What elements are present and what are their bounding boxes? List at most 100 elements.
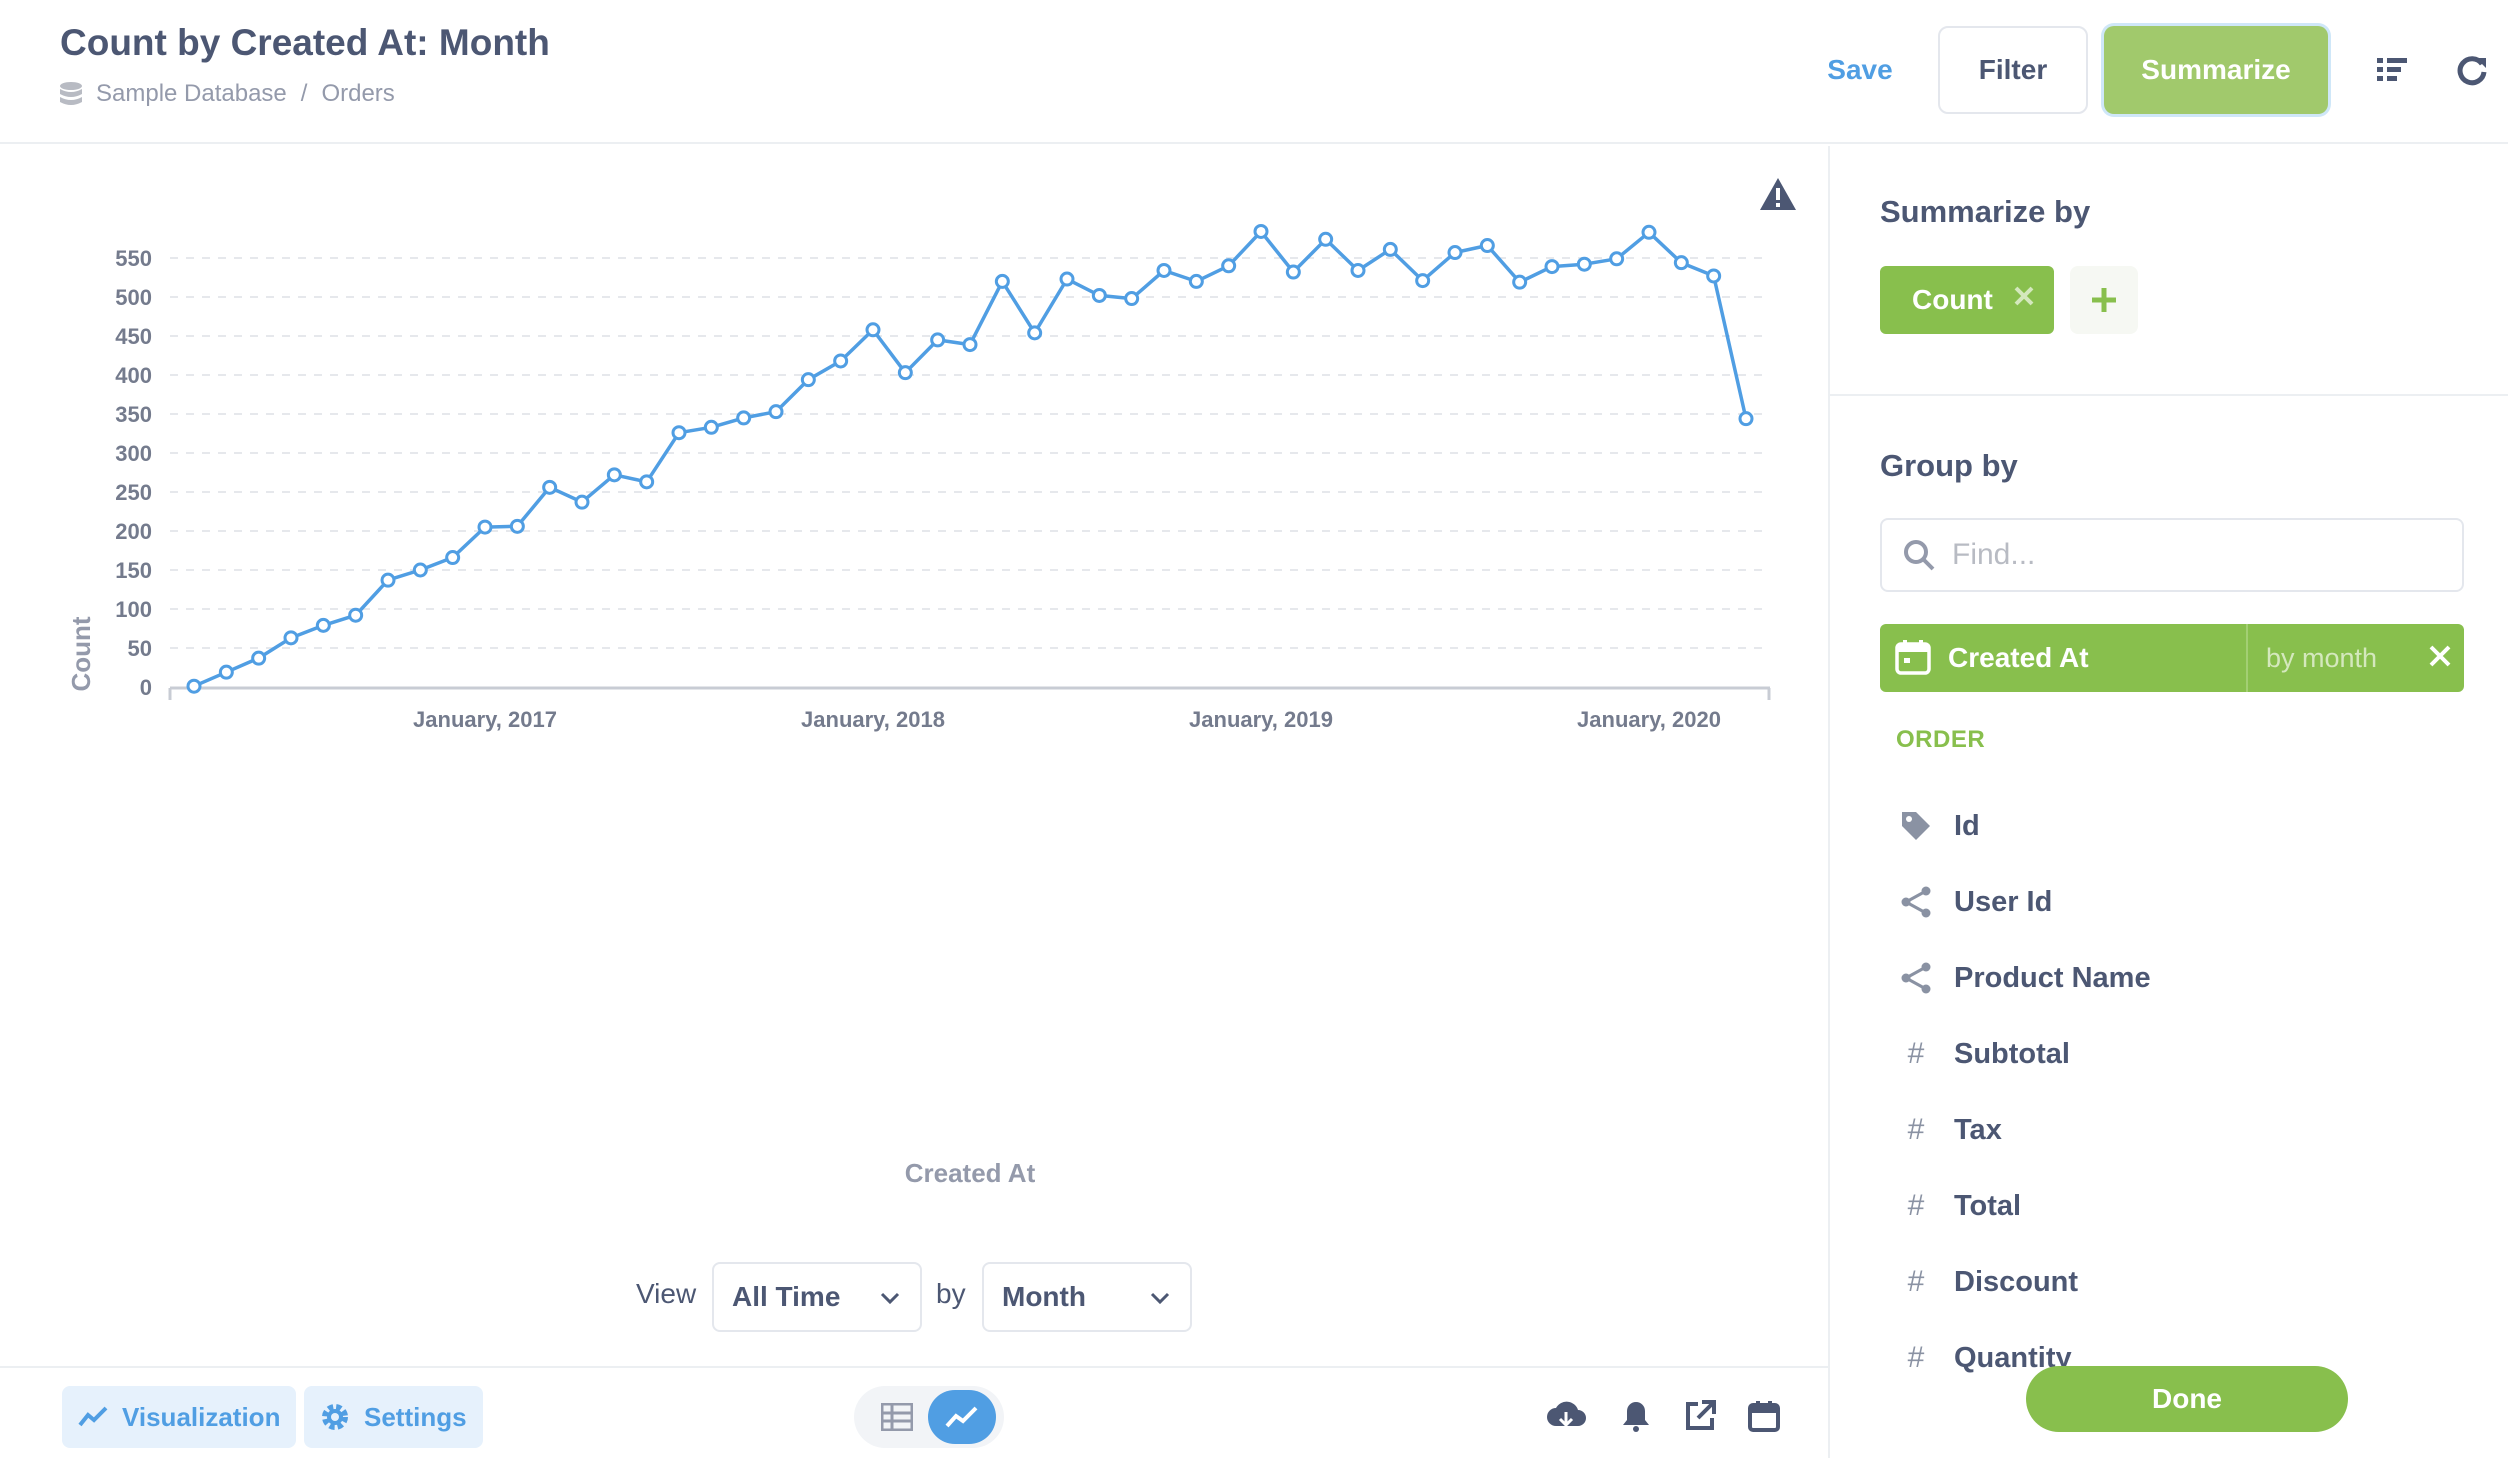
data-point[interactable] bbox=[1382, 241, 1398, 257]
data-point[interactable] bbox=[897, 365, 913, 381]
query-header: Count by Created At: Month Sample Databa… bbox=[0, 0, 2508, 144]
field-label: Total bbox=[1954, 1189, 2022, 1222]
data-point[interactable] bbox=[1576, 256, 1592, 272]
temporal-unit-label: by month bbox=[2266, 643, 2378, 673]
data-point[interactable] bbox=[1156, 262, 1172, 278]
data-point[interactable] bbox=[412, 562, 428, 578]
data-point[interactable] bbox=[768, 404, 784, 420]
field-item[interactable]: User Id bbox=[1880, 874, 2464, 930]
y-axis-title: Count bbox=[66, 616, 96, 691]
data-point[interactable] bbox=[671, 425, 687, 441]
data-point[interactable] bbox=[606, 467, 622, 483]
field-item[interactable]: Product Name bbox=[1880, 950, 2464, 1006]
data-point[interactable] bbox=[1544, 259, 1560, 275]
settings-button[interactable]: Settings bbox=[304, 1386, 483, 1448]
series-line bbox=[193, 229, 1748, 688]
summarize-button[interactable]: Summarize bbox=[2104, 26, 2328, 114]
y-tick-label: 0 bbox=[140, 675, 152, 700]
download-icon[interactable] bbox=[1546, 1396, 1586, 1436]
data-point[interactable] bbox=[994, 273, 1010, 289]
field-item[interactable]: # Tax bbox=[1880, 1102, 2464, 1158]
data-point[interactable] bbox=[1027, 325, 1043, 341]
field-item[interactable]: # Subtotal bbox=[1880, 1026, 2464, 1082]
view-mode-toggle[interactable] bbox=[854, 1386, 1004, 1448]
data-point[interactable] bbox=[962, 337, 978, 353]
y-tick-label: 500 bbox=[115, 285, 152, 310]
summarize-by-title: Summarize by bbox=[1880, 194, 2091, 229]
field-item[interactable]: # Discount bbox=[1880, 1254, 2464, 1310]
data-point[interactable] bbox=[865, 322, 881, 338]
data-point[interactable] bbox=[1479, 238, 1495, 254]
selected-dimension-created-at[interactable]: Created At by month bbox=[1880, 624, 2464, 692]
data-point[interactable] bbox=[380, 572, 396, 588]
data-point[interactable] bbox=[1738, 411, 1754, 427]
data-point[interactable] bbox=[348, 607, 364, 623]
data-point[interactable] bbox=[186, 678, 202, 694]
data-point[interactable] bbox=[251, 650, 267, 666]
done-button[interactable]: Done bbox=[2026, 1366, 2348, 1432]
data-point[interactable] bbox=[930, 332, 946, 348]
data-point[interactable] bbox=[509, 518, 525, 534]
data-point[interactable] bbox=[833, 353, 849, 369]
list-icon[interactable] bbox=[2370, 48, 2414, 92]
filter-button[interactable]: Filter bbox=[1938, 26, 2088, 114]
calendar-icon[interactable] bbox=[1744, 1396, 1784, 1436]
data-point[interactable] bbox=[315, 617, 331, 633]
data-point[interactable] bbox=[1285, 264, 1301, 280]
time-range-select[interactable]: All Time bbox=[712, 1262, 922, 1332]
data-point[interactable] bbox=[574, 494, 590, 510]
data-point[interactable] bbox=[1609, 251, 1625, 267]
field-item[interactable]: # Total bbox=[1880, 1178, 2464, 1234]
data-point[interactable] bbox=[1447, 245, 1463, 261]
data-point[interactable] bbox=[639, 474, 655, 490]
data-point[interactable] bbox=[736, 410, 752, 426]
table-icon[interactable] bbox=[874, 1394, 920, 1440]
data-point[interactable] bbox=[1188, 273, 1204, 289]
temporal-unit-selector[interactable]: by month bbox=[2246, 624, 2464, 692]
add-metric-button[interactable] bbox=[2070, 266, 2138, 334]
field-item[interactable]: Id bbox=[1880, 798, 2464, 854]
data-point[interactable] bbox=[1124, 291, 1140, 307]
line-chart-icon[interactable] bbox=[928, 1390, 996, 1444]
data-point[interactable] bbox=[1673, 255, 1689, 271]
breadcrumb-database[interactable]: Sample Database bbox=[96, 80, 287, 107]
number-icon: # bbox=[1907, 1341, 1925, 1374]
time-unit-select[interactable]: Month bbox=[982, 1262, 1192, 1332]
data-point[interactable] bbox=[1415, 273, 1431, 289]
data-point[interactable] bbox=[1512, 274, 1528, 290]
find-input[interactable]: Find... bbox=[1880, 518, 2464, 592]
data-point[interactable] bbox=[1221, 258, 1237, 274]
data-point[interactable] bbox=[703, 419, 719, 435]
data-point[interactable] bbox=[800, 372, 816, 388]
data-point[interactable] bbox=[1253, 223, 1269, 239]
data-point[interactable] bbox=[1706, 268, 1722, 284]
alert-bell-icon[interactable] bbox=[1616, 1396, 1656, 1436]
visualization-button[interactable]: Visualization bbox=[62, 1386, 297, 1448]
data-point[interactable] bbox=[1059, 271, 1075, 287]
data-point[interactable] bbox=[1318, 231, 1334, 247]
close-icon[interactable] bbox=[2426, 642, 2454, 670]
metric-count-pill[interactable]: Count bbox=[1880, 266, 2054, 334]
data-point[interactable] bbox=[1091, 287, 1107, 303]
data-point[interactable] bbox=[445, 550, 461, 566]
data-point[interactable] bbox=[542, 479, 558, 495]
data-point[interactable] bbox=[218, 664, 234, 680]
close-icon[interactable] bbox=[2012, 284, 2036, 308]
y-tick-label: 350 bbox=[115, 402, 152, 427]
save-button[interactable]: Save bbox=[1827, 54, 1893, 85]
field-label: Subtotal bbox=[1954, 1037, 2070, 1070]
share-icon[interactable] bbox=[1680, 1396, 1720, 1436]
data-point[interactable] bbox=[1350, 262, 1366, 278]
data-point[interactable] bbox=[283, 630, 299, 646]
data-point[interactable] bbox=[1641, 224, 1657, 240]
warning-icon[interactable] bbox=[1760, 178, 1796, 210]
plus-icon bbox=[2092, 288, 2116, 312]
data-point[interactable] bbox=[477, 519, 493, 535]
group-by-title: Group by bbox=[1880, 448, 2018, 483]
y-tick-label: 550 bbox=[115, 246, 152, 271]
y-tick-label: 50 bbox=[128, 636, 152, 661]
line-chart[interactable]: 0 50 100 150 200 250 300 350 400 450 500 550 Januar… bbox=[0, 146, 1828, 1256]
y-tick-label: 100 bbox=[115, 597, 152, 622]
breadcrumb-table[interactable]: Orders bbox=[321, 80, 395, 107]
refresh-icon[interactable] bbox=[2450, 48, 2494, 92]
